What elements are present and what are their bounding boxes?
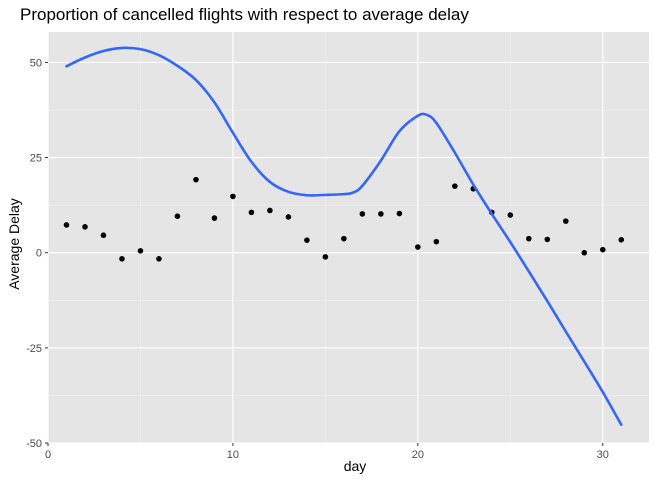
x-tick-label: 10 (227, 449, 239, 461)
data-point (285, 214, 292, 220)
data-point (599, 246, 606, 253)
data-point (415, 244, 421, 250)
data-point (156, 256, 162, 262)
data-point (304, 237, 310, 243)
data-point (119, 256, 125, 262)
minor-gridlines (48, 32, 649, 443)
data-point (396, 210, 403, 217)
data-point (526, 235, 532, 242)
data-point (433, 238, 440, 245)
y-tick-label: -50 (26, 438, 42, 450)
data-point (581, 249, 588, 256)
data-point (100, 232, 107, 239)
data-point (359, 211, 366, 217)
data-point (63, 222, 70, 228)
y-axis: -50 -25 0 25 50 (26, 57, 48, 450)
x-axis: 0 10 20 30 (45, 443, 609, 461)
data-point (544, 236, 551, 243)
y-tick-label: -25 (26, 343, 42, 355)
y-axis-title: Average Delay (6, 198, 22, 290)
data-point (378, 211, 384, 217)
data-point (193, 176, 199, 183)
data-point (322, 254, 329, 260)
data-point (507, 212, 514, 218)
y-tick-label: 0 (36, 248, 42, 260)
x-axis-title: day (344, 458, 367, 474)
data-point (82, 224, 88, 230)
chart-title: Proportion of cancelled flights with res… (20, 5, 469, 24)
data-point (341, 235, 347, 242)
data-series (63, 46, 625, 427)
data-point (248, 209, 255, 216)
data-point (211, 215, 218, 221)
data-point (137, 248, 144, 254)
data-point (618, 236, 625, 243)
major-gridlines (47, 32, 649, 444)
y-tick-label: 25 (30, 153, 42, 165)
x-tick-label: 20 (412, 449, 424, 461)
smooth-trend-line (65, 46, 623, 427)
data-point (562, 218, 569, 224)
data-point (230, 193, 236, 200)
x-tick-label: 30 (597, 449, 609, 461)
data-point (267, 207, 273, 214)
y-tick-label: 50 (30, 57, 42, 69)
data-point (174, 213, 181, 219)
data-point (452, 183, 458, 189)
x-tick-label: 0 (45, 449, 51, 461)
plot-panel (48, 32, 649, 443)
